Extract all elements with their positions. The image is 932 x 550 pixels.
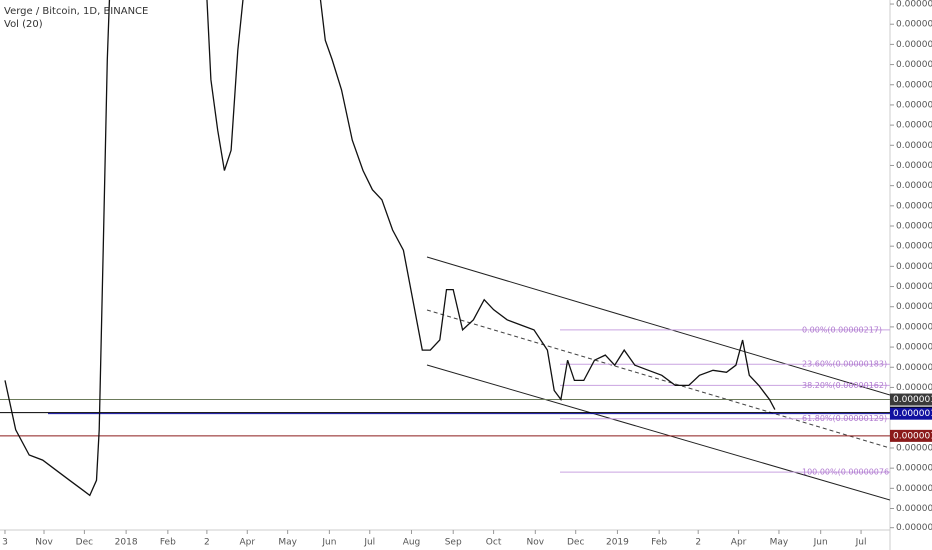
price-tag: [890, 407, 932, 420]
x-tick-label: Jul: [855, 538, 867, 548]
x-tick-label: Dec: [76, 538, 93, 548]
price-tag-label: 0.00000148: [893, 395, 932, 405]
y-tick-label: 0.00000080: [896, 464, 932, 474]
price-tag-label: 0.00000134: [893, 409, 932, 419]
y-tick-label: 0.00000540: [896, 0, 932, 10]
channel-top: [426, 256, 890, 396]
y-tick-label: 0.00000240: [896, 302, 932, 312]
x-tick-label: Oct: [486, 538, 502, 548]
fib-label: 61.80%(0.00000129): [802, 414, 887, 423]
price-tag: [890, 429, 932, 442]
y-tick-label: 0.00000420: [896, 121, 932, 131]
y-tick-label: 0.00000300: [896, 242, 932, 252]
x-tick-label: May: [278, 538, 297, 548]
y-tick-label: 0.00000480: [896, 60, 932, 70]
x-tick-label: Nov: [527, 538, 545, 548]
y-tick-label: 0.00000160: [896, 383, 932, 393]
drawings: [426, 256, 890, 501]
x-tick-label: Dec: [567, 538, 584, 548]
y-tick-label: 0.00000500: [896, 40, 932, 50]
y-tick-label: 0.00000340: [896, 201, 932, 211]
x-tick-label: Jul: [363, 538, 375, 548]
x-tick-label: Aug: [403, 538, 421, 548]
x-tick-label: Feb: [160, 538, 176, 548]
fib-label: 23.60%(0.00000183): [802, 360, 887, 369]
volume-label: Vol (20): [4, 19, 43, 30]
y-tick-label: 0.00000100: [896, 443, 932, 453]
fib-label: 0.00%(0.00000217): [802, 325, 882, 334]
y-tick-label: 0.00000460: [896, 80, 932, 90]
fib-label: 38.20%(0.00000162): [802, 381, 887, 390]
x-tick-label: Apr: [239, 538, 255, 548]
price-tag: [890, 393, 932, 406]
y-tick-label: 0.00000180: [896, 363, 932, 373]
x-tick-label: 2019: [606, 538, 629, 548]
symbol-title: Verge / Bitcoin, 1D, BINANCE: [4, 6, 148, 17]
x-tick-label: 2018: [115, 538, 138, 548]
plot-area: 0.00%(0.00000217) 23.60%(0.00000183) 38.20…: [0, 0, 892, 497]
x-tick-label: Jun: [321, 538, 336, 548]
price-tag-label: 0.00000112: [893, 431, 932, 441]
y-tick-label: 0.00000220: [896, 322, 932, 332]
y-tick-label: 0.00000440: [896, 100, 932, 110]
x-tick-label: May: [770, 538, 789, 548]
x-tick-label: Nov: [35, 538, 53, 548]
x-tick-label: Jun: [813, 538, 828, 548]
channel-mid: [426, 309, 890, 449]
y-tick-label: 0.00000520: [896, 20, 932, 30]
y-tick-label: 0.00000260: [896, 282, 932, 292]
y-tick-label: 0.00000060: [896, 484, 932, 494]
x-tick-label: Apr: [731, 538, 747, 548]
y-tick-label: 0.00000320: [896, 222, 932, 232]
y-tick-label: 0.00000200: [896, 343, 932, 353]
x-tick-label: 3: [2, 538, 8, 548]
x-tick-label: 2: [204, 538, 210, 548]
y-tick-label: 0.00000360: [896, 181, 932, 191]
y-tick-label: 0.00000040: [896, 504, 932, 514]
fib-label: 100.00%(0.00000076): [802, 468, 892, 477]
x-tick-label: Sep: [445, 538, 462, 548]
channel-bottom: [426, 364, 890, 501]
x-tick-label: 2: [695, 538, 701, 548]
y-tick-label: 0.00000400: [896, 141, 932, 151]
x-tick-label: Feb: [651, 538, 667, 548]
y-tick-label: 0.00000380: [896, 161, 932, 171]
price-line: [4, 0, 776, 497]
y-tick-label: 0.00000021: [896, 523, 932, 533]
y-tick-label: 0.00000280: [896, 262, 932, 272]
